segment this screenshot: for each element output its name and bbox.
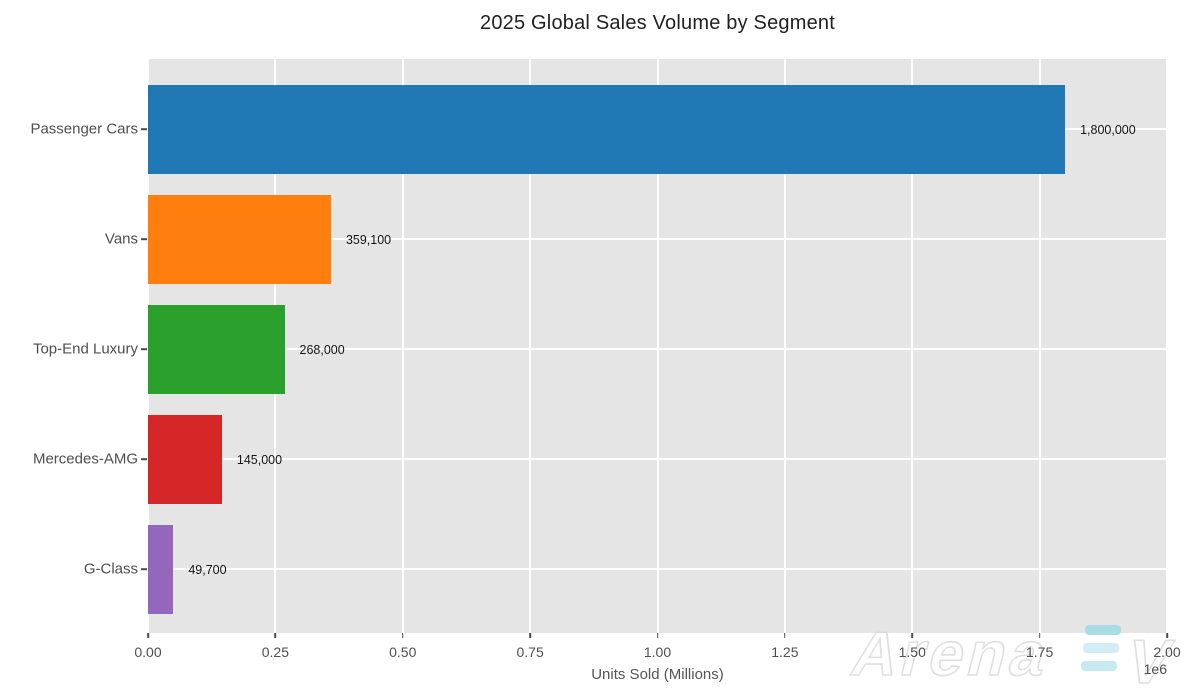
y-tick-mark: [141, 238, 147, 240]
x-tick-label: 1.50: [898, 644, 926, 660]
x-gridline: [783, 59, 786, 633]
x-tick-mark: [656, 633, 659, 638]
x-tick-mark: [1166, 633, 1168, 638]
x-tick-mark: [274, 633, 277, 638]
x-gridline: [911, 59, 914, 633]
x-tick-mark: [147, 633, 149, 638]
y-tick-label: G-Class: [83, 560, 138, 578]
bar-value-label: 359,100: [345, 233, 392, 247]
x-tick-mark: [784, 633, 786, 638]
bar-value-label: 1,800,000: [1080, 123, 1136, 137]
x-tick-label: 0.25: [261, 644, 289, 660]
y-gridline: [148, 568, 1167, 570]
y-tick-mark: [141, 568, 147, 570]
y-tick-label: Vans: [104, 230, 138, 248]
x-tick-mark: [911, 633, 914, 638]
bar-passenger-cars: [148, 84, 1066, 174]
x-gridline: [1038, 59, 1041, 633]
x-axis-label: Units Sold (Millions): [591, 666, 724, 683]
x-tick-label: 2.00: [1153, 644, 1181, 660]
bar-g-class: [148, 524, 174, 614]
bar-vans: [148, 194, 331, 284]
y-tick-label: Top-End Luxury: [32, 340, 138, 358]
x-gridline: [1166, 59, 1168, 633]
plot-area: 1,800,000 359,100 268,000 145,000 49,700: [147, 59, 1168, 633]
bar-mercedes-amg: [148, 414, 222, 504]
bar-top-end-luxury: [148, 304, 285, 394]
y-gridline: [148, 348, 1167, 350]
y-gridline: [148, 238, 1167, 240]
y-tick-mark: [141, 458, 147, 460]
x-gridline: [529, 59, 532, 633]
watermark-bar: [1083, 643, 1119, 653]
y-tick-label: Passenger Cars: [30, 120, 138, 138]
chart-title: 2025 Global Sales Volume by Segment: [480, 12, 835, 34]
bar-value-label: 49,700: [188, 563, 227, 577]
x-axis-offset-label: 1e6: [1143, 661, 1167, 677]
x-gridline: [656, 59, 659, 633]
y-tick-label: Mercedes-AMG: [32, 450, 138, 468]
bar-value-label: 145,000: [236, 453, 283, 467]
x-tick-label: 0.50: [389, 644, 417, 660]
bar-value-label: 268,000: [299, 343, 345, 357]
x-tick-label: 1.75: [1026, 644, 1054, 660]
x-tick-mark: [1038, 633, 1041, 638]
x-tick-label: 0.75: [516, 644, 544, 660]
x-gridline: [401, 59, 404, 633]
y-tick-mark: [141, 348, 147, 350]
x-tick-label: 1.00: [643, 644, 672, 660]
y-tick-mark: [141, 128, 147, 130]
x-tick-label: 1.25: [771, 644, 799, 660]
y-gridline: [148, 458, 1167, 460]
x-tick-label: 0.00: [134, 644, 162, 660]
x-tick-mark: [401, 633, 404, 638]
x-tick-mark: [529, 633, 531, 638]
